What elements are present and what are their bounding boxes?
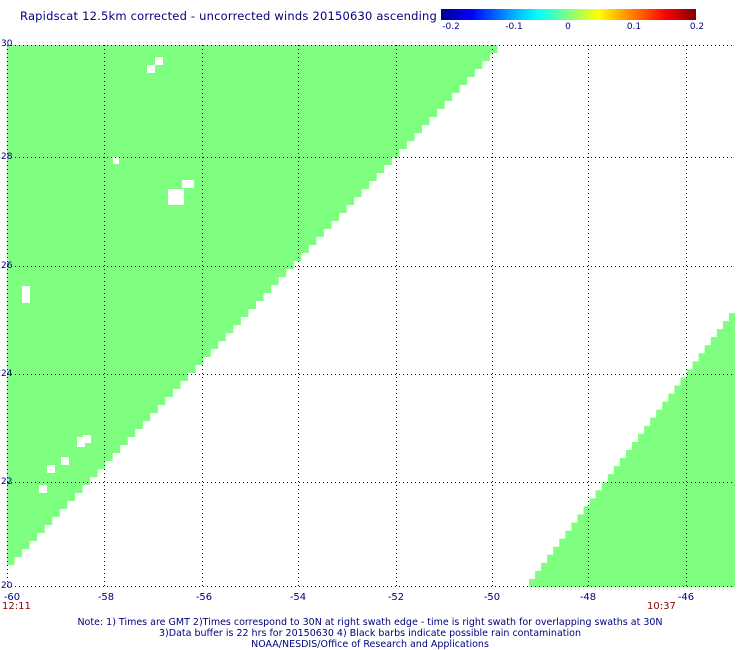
data-gap: [168, 189, 184, 205]
right-swath: [529, 313, 735, 587]
data-gap: [182, 180, 194, 188]
swath-layer: [7, 45, 735, 587]
x-tick-label: -48: [579, 592, 597, 603]
x-tick-label: -50: [483, 592, 501, 603]
x-tick-label: -58: [97, 592, 115, 603]
colorbar-label: -0.2: [442, 22, 460, 32]
footer-credit: NOAA/NESDIS/Office of Research and Appli…: [251, 639, 489, 650]
y-tick-label: 28: [1, 152, 13, 162]
left-swath: [7, 45, 505, 573]
map-title: Rapidscat 12.5km corrected - uncorrected…: [20, 9, 438, 23]
x-tick-label: -52: [387, 592, 405, 603]
color-scale-bar: [441, 9, 696, 20]
data-gap: [47, 465, 55, 473]
footer-note-2: 3)Data buffer is 22 hrs for 20150630 4) …: [159, 628, 581, 639]
colorbar-label: 0.1: [626, 22, 642, 32]
data-gap: [77, 437, 85, 447]
footer-note-1: Note: 1) Times are GMT 2)Times correspon…: [77, 617, 663, 628]
x-tick-label: -54: [289, 592, 307, 603]
grid-lines: [7, 45, 735, 587]
data-gap: [83, 435, 91, 443]
x-tick-label: -46: [677, 592, 695, 603]
colorbar-label: -0.1: [505, 22, 523, 32]
data-gap: [22, 286, 30, 303]
y-tick-label: 22: [1, 477, 13, 487]
y-tick-label: 20: [1, 581, 13, 591]
data-gap: [147, 65, 155, 73]
start-time-label: 12:11: [2, 601, 31, 612]
x-tick-label: -60: [3, 592, 21, 603]
end-time-label: 10:37: [647, 601, 676, 612]
y-tick-label: 26: [1, 261, 13, 271]
x-tick-label: -56: [195, 592, 213, 603]
data-gap: [155, 57, 163, 65]
data-gap: [61, 457, 69, 465]
wind-difference-map: [7, 45, 735, 587]
data-gap: [113, 157, 119, 164]
data-gaps-layer: [22, 57, 194, 493]
colorbar-label: 0.2: [689, 22, 705, 32]
y-tick-label: 24: [1, 369, 13, 379]
colorbar-label: 0: [565, 22, 571, 32]
y-tick-label: 30: [1, 39, 13, 49]
data-gap: [39, 485, 47, 493]
